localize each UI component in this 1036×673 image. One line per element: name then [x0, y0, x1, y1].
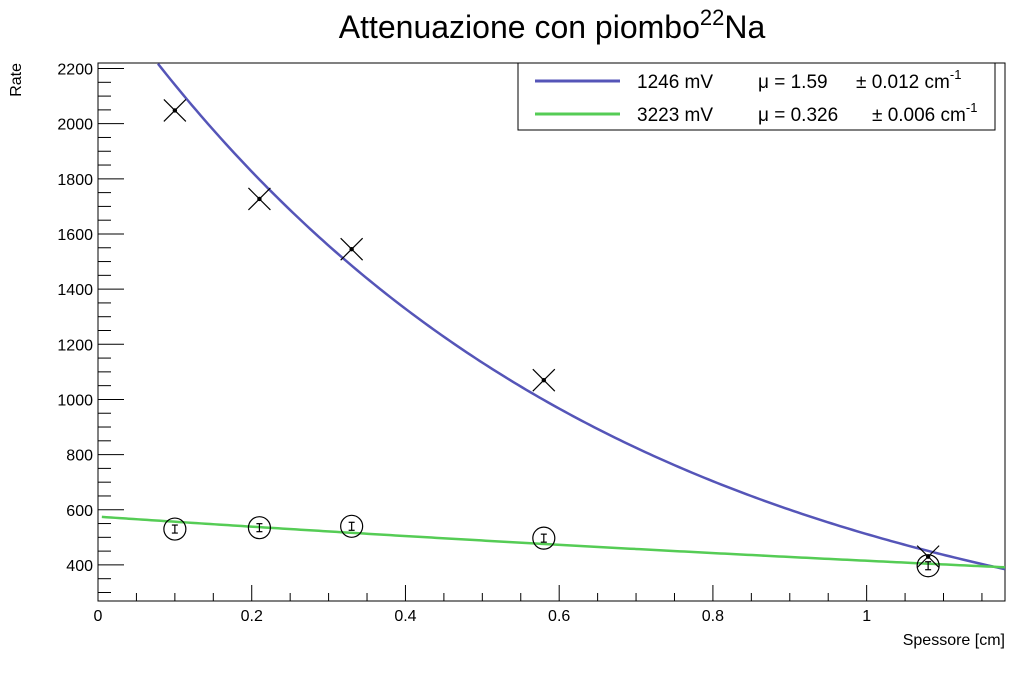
legend-err-text-series-2: ± 0.006 cm [872, 105, 966, 126]
data-point-series-1 [532, 368, 556, 392]
data-point-series-1 [163, 99, 187, 122]
x-tick-label: 0.4 [394, 608, 416, 625]
data-point-series-2 [247, 516, 272, 540]
y-tick-label: 400 [66, 558, 93, 575]
y-tick-label: 800 [66, 448, 93, 465]
x-tick-label: 0.8 [702, 608, 724, 625]
fit-curve-series-2 [101, 515, 1005, 569]
x-tick-label: 0 [94, 608, 103, 625]
fit-curve-series-1 [156, 63, 1005, 571]
y-tick-label: 2000 [57, 117, 93, 134]
legend-err-series-1: ± 0.012 cm-1 [856, 67, 961, 93]
x-tick-label: 0.2 [241, 608, 263, 625]
legend-mu-series-2: μ = 0.326 [758, 105, 838, 126]
y-tick-label: 600 [66, 503, 93, 520]
legend-mu-series-1: μ = 1.59 [758, 72, 828, 93]
legend-label-series-1: 1246 mV [637, 72, 713, 93]
data-points [163, 99, 940, 578]
y-tick-label: 1800 [57, 172, 93, 189]
fit-curves [101, 63, 1005, 571]
data-point-series-2 [532, 526, 556, 550]
legend-err-text-series-1: ± 0.012 cm [856, 72, 950, 93]
data-point-series-1 [916, 545, 940, 569]
y-tick-label: 1200 [57, 337, 93, 354]
data-point-series-1 [247, 187, 271, 211]
axes: 0 0.2 0.4 0.6 0.8 140060080010001200140016001… [57, 62, 983, 625]
y-tick-label: 1600 [57, 227, 93, 244]
legend-err-sup-series-2: -1 [966, 100, 978, 115]
chart-title-superscript: 22 [700, 5, 724, 30]
legend-err-sup-series-1: -1 [950, 67, 962, 82]
plot-frame [97, 62, 1006, 602]
legend-err-series-2: ± 0.006 cm-1 [872, 100, 977, 126]
x-tick-label: 0.6 [548, 608, 570, 625]
chart-title: Attenuazione con piombo22Na [339, 5, 766, 45]
y-axis-title: Rate [8, 63, 25, 97]
y-tick-label: 1000 [57, 392, 93, 409]
legend-label-series-2: 3223 mV [637, 105, 713, 126]
data-point-series-1 [340, 237, 364, 261]
y-tick-label: 1400 [57, 282, 93, 299]
y-tick-label: 2200 [57, 62, 93, 79]
x-axis-title: Spessore [cm] [903, 632, 1005, 649]
x-tick-label: 1 [862, 608, 871, 625]
legend-box [517, 62, 996, 131]
chart-title-suffix: Na [724, 9, 765, 45]
legend: 1246 mV μ = 1.59 ± 0.012 cm-1 3223 mV μ … [517, 62, 996, 131]
data-point-series-2 [340, 514, 364, 538]
chart-title-main: Attenuazione con piombo [339, 9, 700, 45]
data-point-series-2 [916, 554, 940, 578]
data-point-series-2 [163, 517, 187, 541]
